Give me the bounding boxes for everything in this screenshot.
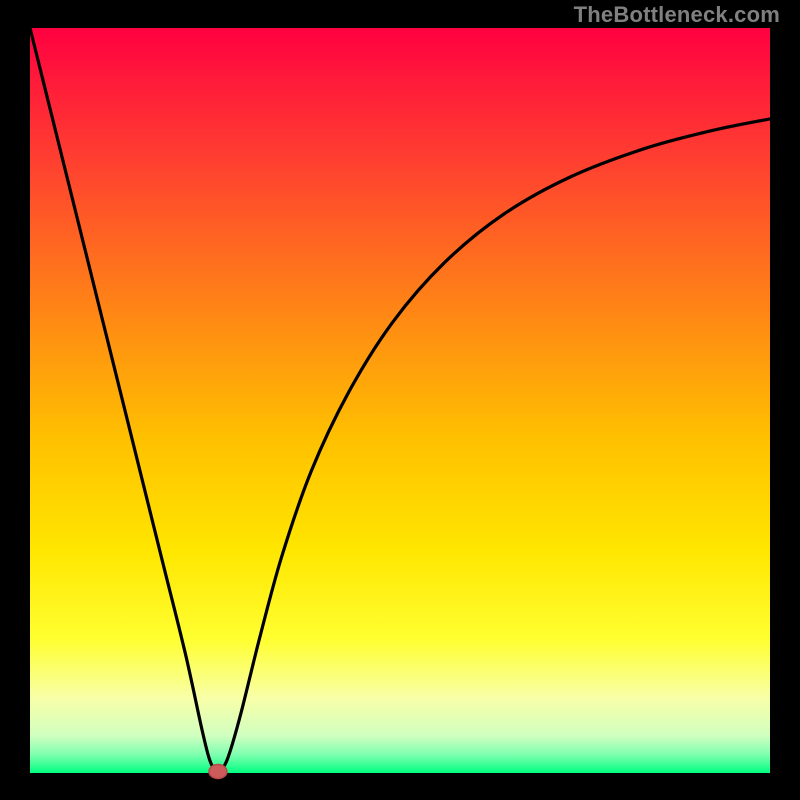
watermark-text: TheBottleneck.com (574, 2, 780, 28)
optimal-point-marker (209, 765, 227, 779)
chart-frame: { "watermark": { "text": "TheBottleneck.… (0, 0, 800, 800)
bottleneck-chart (0, 0, 800, 800)
gradient-background (30, 28, 770, 773)
